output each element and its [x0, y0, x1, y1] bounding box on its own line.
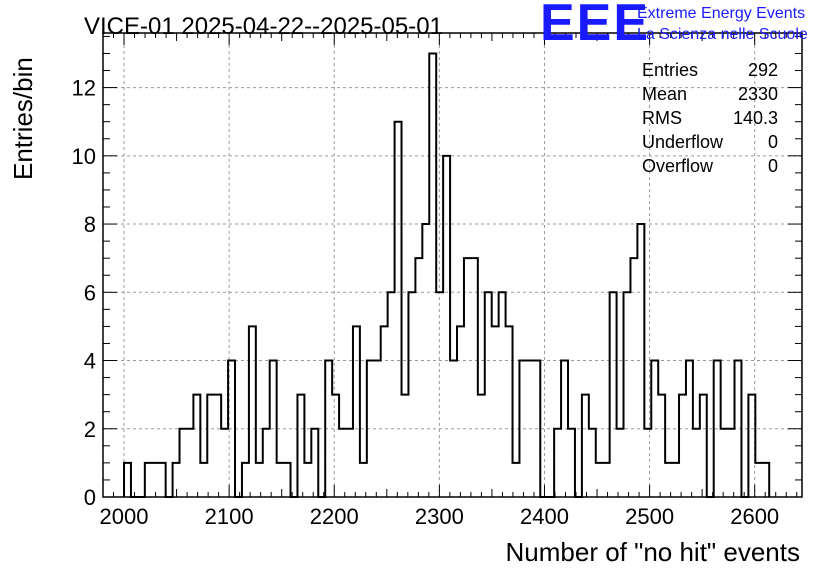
histogram-bin: [492, 326, 499, 497]
histogram-bin: [513, 463, 520, 497]
histogram-bin: [582, 395, 589, 497]
axis-ticks: 2000 2100 2200 2300 2400 2500 2600 0 2 4 6 8 10 12: [72, 33, 802, 529]
stats-value: 292: [748, 60, 778, 80]
histogram-bin: [700, 395, 707, 497]
histogram-bin: [429, 53, 436, 497]
histogram-bin: [263, 429, 270, 497]
histogram-bin: [381, 326, 388, 497]
histogram-bin: [721, 429, 728, 497]
histogram-bin: [624, 292, 631, 497]
stats-value: 2330: [738, 84, 778, 104]
histogram-bin: [242, 463, 249, 497]
plot-frame: [102, 32, 803, 498]
histogram-bin: [388, 292, 395, 497]
histogram-bin: [457, 326, 464, 497]
histogram-bin: [672, 463, 679, 497]
histogram-bin: [610, 292, 617, 497]
histogram-bin: [297, 395, 304, 497]
histogram-bin: [284, 463, 291, 497]
y-tick-label: 8: [84, 212, 96, 237]
x-tick-label: 2400: [520, 504, 569, 529]
histogram-bin: [214, 395, 221, 497]
histogram-bin: [124, 463, 131, 497]
stats-label: Underflow: [642, 132, 724, 152]
x-tick-label: 2200: [310, 504, 359, 529]
histogram-bin: [402, 395, 409, 497]
stats-value: 0: [768, 156, 778, 176]
histogram-bin: [665, 463, 672, 497]
chart-title: VICE-01 2025-04-22--2025-05-01: [84, 13, 443, 40]
y-tick-label: 4: [84, 349, 96, 374]
histogram-bin: [603, 463, 610, 497]
x-axis-title: Number of "no hit" events: [506, 537, 801, 567]
histogram-bin: [644, 429, 651, 497]
stats-label: RMS: [642, 108, 682, 128]
histogram-bin: [186, 429, 193, 497]
histogram-bin: [485, 292, 492, 497]
histogram-bin: [346, 429, 353, 497]
histogram-bin: [478, 395, 485, 497]
histogram-bin: [360, 463, 367, 497]
histogram-bin: [332, 395, 339, 497]
stats-value: 0: [768, 132, 778, 152]
histogram-bin: [311, 429, 318, 497]
x-tick-label: 2000: [100, 504, 149, 529]
stats-label: Mean: [642, 84, 687, 104]
stats-box: Entries 292 Mean 2330 RMS 140.3 Underflow 0 Over…: [642, 60, 778, 176]
stats-label: Entries: [642, 60, 698, 80]
histogram-bin: [415, 258, 422, 497]
x-tick-label: 2300: [415, 504, 464, 529]
y-tick-label: 2: [84, 417, 96, 442]
histogram-bin: [554, 429, 561, 497]
logo: EEE Extreme Energy Events La Scienza nel…: [540, 0, 808, 52]
logo-line-1: Extreme Energy Events: [637, 5, 805, 22]
histogram-bin: [180, 429, 187, 497]
histogram-bin: [304, 463, 311, 497]
logo-line-2: La Scienza nelle Scuole: [637, 26, 808, 43]
histogram-bin: [353, 326, 360, 497]
x-tick-label: 2500: [625, 504, 674, 529]
histogram-bin: [471, 258, 478, 497]
histogram-bin: [589, 429, 596, 497]
logo-mark: EEE: [540, 0, 650, 52]
histogram-bin: [499, 292, 506, 497]
y-tick-label: 0: [84, 485, 96, 510]
y-tick-label: 6: [84, 280, 96, 305]
histogram-bin: [568, 429, 575, 497]
histogram-bin: [693, 429, 700, 497]
histogram-bin: [762, 463, 769, 497]
y-tick-label: 10: [72, 144, 96, 169]
y-tick-label: 12: [72, 76, 96, 101]
histogram-bin: [679, 395, 686, 497]
histogram-bin: [506, 326, 513, 497]
histogram-bin: [173, 463, 180, 497]
y-axis-title: Entries/bin: [8, 57, 38, 180]
histogram-bin: [200, 463, 207, 497]
histogram-bin: [755, 463, 762, 497]
histogram-bin: [207, 395, 214, 497]
histogram-bin: [464, 258, 471, 497]
histogram-bin: [339, 429, 346, 497]
histogram-bin: [617, 429, 624, 497]
histogram-bin: [630, 258, 637, 497]
histogram-bin: [443, 156, 450, 497]
histogram-bin: [193, 395, 200, 497]
histogram-bin: [748, 395, 755, 497]
histogram-bin: [159, 463, 166, 497]
stats-value: 140.3: [733, 108, 778, 128]
histogram-bin: [658, 395, 665, 497]
histogram-bin: [728, 429, 735, 497]
stats-label: Overflow: [642, 156, 714, 176]
x-tick-label: 2600: [730, 504, 779, 529]
histogram-bin: [152, 463, 159, 497]
histogram-bin: [395, 122, 402, 497]
x-tick-label: 2100: [205, 504, 254, 529]
histogram-bin: [221, 429, 228, 497]
histogram-bin: [249, 326, 256, 497]
histogram-bin: [408, 292, 415, 497]
histogram-bin: [277, 463, 284, 497]
histogram-bin: [256, 463, 263, 497]
histogram-bin: [145, 463, 152, 497]
